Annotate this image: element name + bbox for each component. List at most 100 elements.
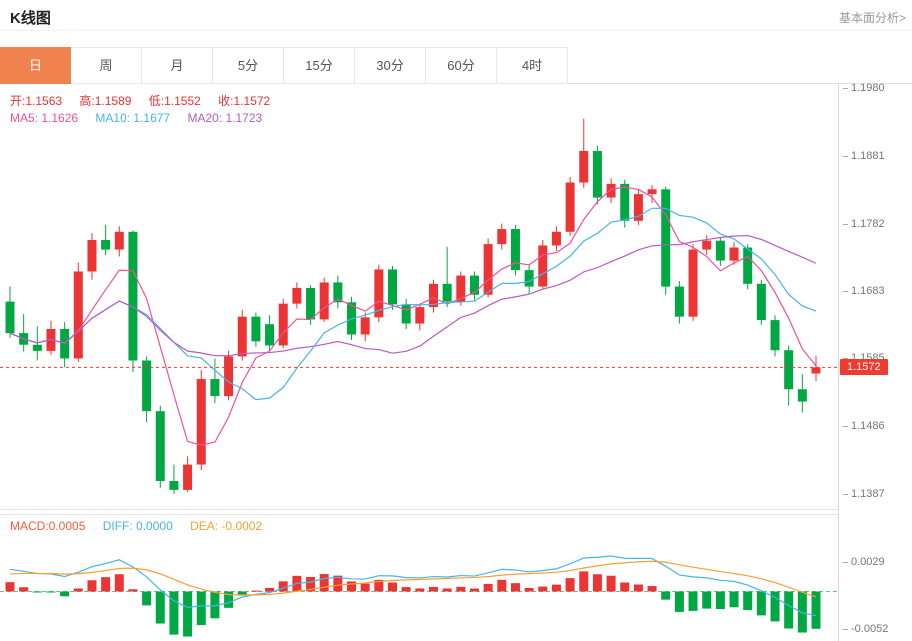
y-axis-label: 1.1881 [843, 150, 885, 162]
macd-bar [620, 582, 630, 592]
candle [702, 235, 712, 256]
macd-bar [114, 574, 124, 592]
candle [142, 356, 152, 423]
macd-bar [538, 586, 548, 592]
candle [101, 224, 111, 256]
macd-bar [483, 583, 493, 592]
candle [428, 279, 438, 313]
tab-month[interactable]: 月 [142, 47, 213, 84]
tab-60min[interactable]: 60分 [426, 47, 497, 84]
fundamental-analysis-link[interactable]: 基本面分析> [838, 11, 906, 25]
candle [729, 242, 739, 265]
macd-bar [729, 591, 739, 608]
candle [237, 309, 247, 361]
macd-bar [743, 591, 753, 610]
candle [715, 237, 725, 267]
y-axis-label: 1.1486 [843, 420, 885, 432]
candle [155, 405, 165, 488]
macd-bar [5, 582, 15, 592]
candle [743, 244, 753, 290]
candle [674, 281, 684, 324]
macd-bar [688, 591, 698, 611]
macd-bar [797, 591, 807, 633]
candle [633, 189, 643, 225]
candle [510, 224, 520, 276]
macd-bar [633, 584, 643, 592]
candle [46, 320, 56, 356]
candle [756, 279, 766, 325]
macd-bar [674, 591, 684, 612]
tab-week[interactable]: 周 [71, 47, 142, 84]
macd-bar [210, 591, 220, 619]
macd-bar [333, 575, 343, 592]
macd-bar [319, 574, 329, 592]
tab-15min[interactable]: 15分 [284, 47, 355, 84]
macd-bar [196, 591, 206, 626]
macd-bar [715, 591, 725, 610]
candle [278, 298, 288, 349]
candle [319, 277, 329, 323]
tab-30min[interactable]: 30分 [355, 47, 426, 84]
macd-bar [19, 587, 29, 592]
candle [661, 186, 671, 295]
ma-legend: MA5: 1.1626 MA10: 1.1677 MA20: 1.1723 [10, 111, 276, 125]
candle [456, 271, 466, 306]
chart-area: 开:1.1563 高:1.1589 低:1.1552 收:1.1572 MA5:… [0, 82, 912, 641]
macd-bar [647, 586, 657, 592]
legend-diff: DIFF: 0.0000 [102, 519, 173, 533]
candle [265, 315, 275, 351]
macd-bar [388, 582, 398, 592]
page-title: K线图 [10, 10, 51, 27]
candle [401, 298, 411, 329]
candle [114, 226, 124, 257]
macd-bar [442, 588, 452, 592]
macd-bar [128, 589, 138, 592]
macd-canvas[interactable] [0, 515, 838, 641]
candle [87, 233, 97, 280]
candle [579, 118, 589, 188]
macd-bar [770, 591, 780, 622]
candle [333, 275, 343, 309]
macd-bar [278, 581, 288, 592]
candle [60, 322, 70, 368]
candle [360, 312, 370, 342]
macd-bar [237, 591, 247, 596]
candle [770, 315, 780, 357]
tab-day[interactable]: 日 [0, 47, 71, 84]
diff-line [9, 555, 817, 617]
candle [5, 286, 15, 338]
candle [196, 370, 206, 471]
macd-chart[interactable]: MACD:0.0005 DIFF: 0.0000 DEA: -0.0002 [0, 514, 838, 641]
current-price-tag: 1.1572 [840, 359, 888, 376]
candle [497, 223, 507, 250]
macd-bar [142, 591, 152, 606]
y-axis-macd-labels: 0.0029 -0.0052 [839, 514, 912, 640]
tab-5min[interactable]: 5分 [213, 47, 284, 84]
macd-bar [374, 579, 384, 592]
candle [224, 350, 234, 401]
macd-bar [551, 584, 561, 592]
candle [483, 238, 493, 298]
macd-bar [456, 586, 466, 592]
candle [565, 177, 575, 236]
kline-canvas[interactable] [0, 84, 838, 510]
candle [19, 313, 29, 352]
y-axis-label: 1.1980 [843, 82, 885, 94]
macd-bar [702, 591, 712, 609]
kline-chart[interactable]: 开:1.1563 高:1.1589 低:1.1552 收:1.1572 MA5:… [0, 84, 838, 510]
macd-bar [497, 579, 507, 592]
macd-bar [428, 586, 438, 592]
y-axis-label: 1.1683 [843, 285, 885, 297]
legend-high: 高:1.1589 [79, 94, 132, 108]
macd-bar [265, 587, 275, 592]
y-axis-label: 0.0029 [843, 556, 885, 568]
y-axis-label: 1.1782 [843, 218, 885, 230]
candle [811, 355, 821, 382]
macd-bar [32, 591, 42, 593]
legend-ma10: MA10: 1.1677 [95, 111, 171, 125]
dea-line [9, 560, 817, 598]
ohlc-legend: 开:1.1563 高:1.1589 低:1.1552 收:1.1572 [10, 92, 284, 109]
macd-bar [756, 591, 766, 616]
tab-4hour[interactable]: 4时 [497, 47, 568, 84]
macd-legend: MACD:0.0005 DIFF: 0.0000 DEA: -0.0002 [10, 519, 276, 533]
